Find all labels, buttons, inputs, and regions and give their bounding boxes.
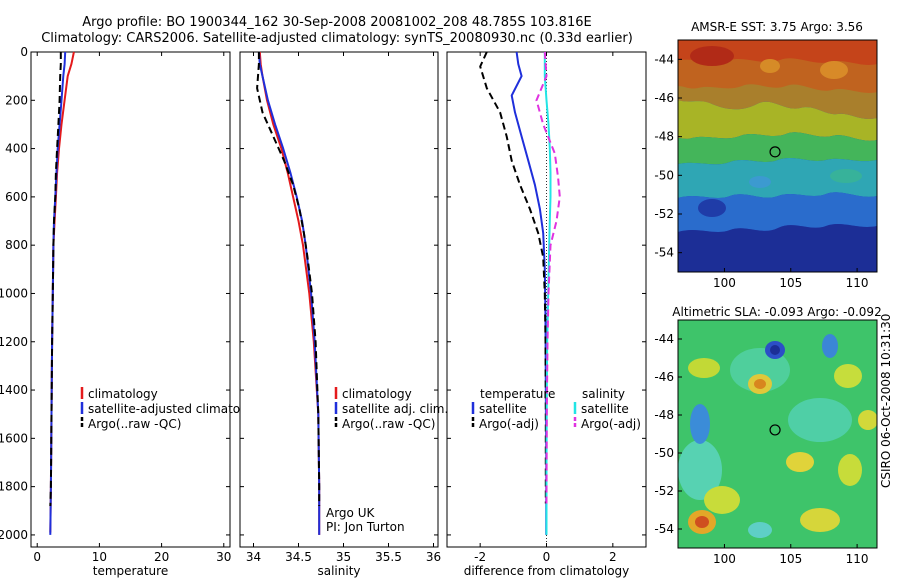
temperature-legend-entry-label: satellite-adjusted climatology bbox=[88, 402, 266, 416]
sst_map-y-tick-label: -50 bbox=[654, 168, 674, 182]
sla_map-x-tick-label: 105 bbox=[779, 552, 802, 566]
difference-x-axis-label: difference from climatology bbox=[464, 564, 630, 578]
difference-x-tick-label: 0 bbox=[543, 550, 551, 564]
salinity-x-axis-label: salinity bbox=[317, 564, 360, 578]
temperature-plot-frame bbox=[30, 51, 231, 548]
temperature-y-tick-label: 1200 bbox=[0, 335, 28, 349]
sla_map-argo-position-marker bbox=[769, 424, 781, 436]
salinity-legend-entry-label: climatology bbox=[342, 387, 412, 401]
sla_map-y-tick-label: -54 bbox=[654, 522, 674, 536]
difference-series-line bbox=[510, 51, 548, 535]
temperature-y-tick-label: 200 bbox=[5, 93, 28, 107]
sst_map-x-tick-label: 110 bbox=[846, 276, 869, 290]
temperature-y-tick-label: 1800 bbox=[0, 480, 28, 494]
salinity-x-tick-label: 35.5 bbox=[375, 550, 402, 564]
sst_map-argo-position-marker bbox=[769, 146, 781, 158]
temperature-legend-entry-label: Argo(..raw -QC) bbox=[88, 417, 181, 431]
difference-x-tick-label: 2 bbox=[609, 550, 617, 564]
legend-temperature-satellite-label: satellite bbox=[479, 402, 527, 416]
salinity-x-tick-label: 35 bbox=[336, 550, 351, 564]
difference-series-line bbox=[479, 51, 547, 504]
sst-heatmap bbox=[677, 39, 878, 273]
sst_map-y-tick-label: -44 bbox=[654, 52, 674, 66]
sla_map-y-tick-label: -44 bbox=[654, 332, 674, 346]
temperature-x-tick-label: 30 bbox=[216, 550, 231, 564]
legend-salinity-header: salinity bbox=[582, 387, 625, 401]
difference-series-line bbox=[535, 51, 561, 504]
temperature-x-tick-label: 10 bbox=[92, 550, 107, 564]
sst_map-y-tick-label: -48 bbox=[654, 130, 674, 144]
temperature-x-axis-label: temperature bbox=[93, 564, 168, 578]
salinity-series-line bbox=[256, 52, 321, 506]
sst-map-title: AMSR-E SST: 3.75 Argo: 3.56 bbox=[691, 20, 863, 34]
temperature-y-tick-label: 1000 bbox=[0, 286, 28, 300]
salinity-profile-panel: 34 34.5 35 35.5 36 salinity climatologysatelli… bbox=[239, 51, 448, 578]
salinity-plot-frame bbox=[239, 51, 439, 548]
figure-subtitle: Climatology: CARS2006. Satellite-adjuste… bbox=[41, 31, 633, 46]
difference-x-tick-label: -2 bbox=[474, 550, 486, 564]
sla_map-y-tick-label: -46 bbox=[654, 370, 674, 384]
temperature-series-line bbox=[49, 52, 62, 507]
temperature-y-tick-label: 1400 bbox=[0, 383, 28, 397]
map-axes: -44 -46 -48 -50 -52 -54 100 105 110 -44 -46 -48 -50 -… bbox=[654, 52, 868, 566]
salinity-legend-entry-label: satellite adj. clim. bbox=[342, 402, 448, 416]
sla_map-y-tick-label: -50 bbox=[654, 446, 674, 460]
temperature-y-tick-label: 2000 bbox=[0, 528, 28, 542]
figure-title: Argo profile: BO 1900344_162 30-Sep-2008… bbox=[82, 15, 591, 30]
sla_map-x-tick-label: 110 bbox=[846, 552, 869, 566]
temperature-x-tick-label: 0 bbox=[33, 550, 41, 564]
legend-temperature-argo-label: Argo(-adj) bbox=[479, 417, 539, 431]
sst_map-y-tick-label: -46 bbox=[654, 91, 674, 105]
sla_map-x-tick-label: 100 bbox=[713, 552, 736, 566]
temperature-legend-entry-label: climatology bbox=[88, 387, 158, 401]
sla-map-title: Altimetric SLA: -0.093 Argo: -0.092 bbox=[672, 305, 881, 319]
salinity-x-tick-label: 34 bbox=[246, 550, 261, 564]
salinity-annotation-line: Argo UK bbox=[326, 506, 375, 520]
salinity-x-tick-label: 36 bbox=[426, 550, 441, 564]
salinity-x-tick-label: 34.5 bbox=[285, 550, 312, 564]
temperature-y-tick-label: 400 bbox=[5, 142, 28, 156]
temperature-profile-panel: 0 200 400 600 800 1000 1200 1400 1600 1800 2000 0 10… bbox=[0, 45, 266, 578]
temperature-x-tick-label: 20 bbox=[154, 550, 169, 564]
sst_map-x-tick-label: 100 bbox=[713, 276, 736, 290]
temperature-y-tick-label: 600 bbox=[5, 190, 28, 204]
sst_map-y-tick-label: -52 bbox=[654, 207, 674, 221]
legend-salinity-satellite-label: satellite bbox=[581, 402, 629, 416]
sst_map-y-tick-label: -54 bbox=[654, 246, 674, 260]
legend-salinity-argo-label: Argo(-adj) bbox=[581, 417, 641, 431]
temperature-y-tick-label: 0 bbox=[20, 45, 28, 59]
salinity-legend-entry-label: Argo(..raw -QC) bbox=[342, 417, 435, 431]
temperature-y-tick-label: 1600 bbox=[0, 431, 28, 445]
legend-temperature-header: temperature bbox=[480, 387, 555, 401]
sla_map-y-tick-label: -48 bbox=[654, 408, 674, 422]
temperature-y-tick-label: 800 bbox=[5, 238, 28, 252]
footer-timestamp: CSIRO 06-Oct-2008 10:31:30 bbox=[879, 314, 893, 488]
sst_map-x-tick-label: 105 bbox=[779, 276, 802, 290]
salinity-annotation-line: PI: Jon Turton bbox=[326, 520, 405, 534]
sla_map-y-tick-label: -52 bbox=[654, 484, 674, 498]
